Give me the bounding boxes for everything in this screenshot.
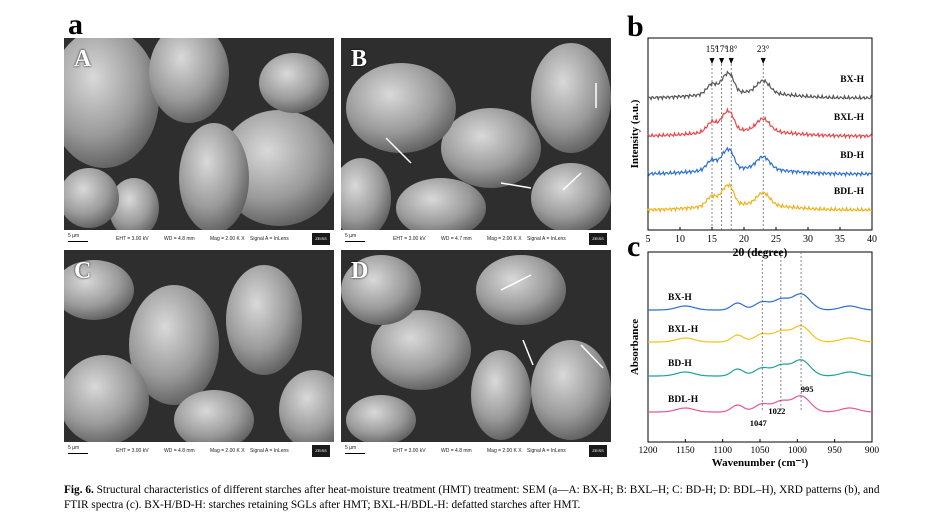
caption-text: Structural characteristics of different … [64, 484, 880, 511]
peak-label: 18° [725, 44, 738, 54]
sem-panel-b: B 5 µm EHT = 3.00 kV WD = 4.7 mm Mag = 2… [341, 38, 611, 248]
series-line [648, 359, 872, 377]
zeiss-logo: ZEISS [589, 233, 607, 245]
scale-label: 5 µm [345, 233, 357, 239]
mag-text: Mag = 2.00 K X [210, 448, 245, 454]
series-label: BD-H [668, 359, 692, 369]
series-label: BXL-H [834, 113, 865, 123]
mag-text: Mag = 2.00 K X [487, 236, 522, 242]
peak-label: 1022 [768, 406, 785, 416]
sem-panel-d: D 5 µm EHT = 3.00 kV WD = 4.8 mm Mag = 2… [341, 250, 611, 460]
x-tick-label: 900 [865, 446, 880, 456]
x-axis-label: 2θ (degree) [733, 247, 788, 259]
peak-label: 17° [715, 44, 728, 54]
x-tick-label: 20 [739, 234, 749, 245]
sem-letter-c: C [74, 258, 92, 284]
series-label: BX-H [840, 75, 864, 85]
series-line [647, 182, 873, 214]
scale-bar [345, 453, 365, 454]
zeiss-logo: ZEISS [312, 445, 330, 457]
scale-label: 5 µm [68, 233, 80, 239]
x-tick-label: 1000 [788, 446, 807, 456]
eht-text: EHT = 3.00 kV [393, 448, 426, 454]
signal-text: Signal A = InLens [250, 448, 289, 454]
figure-caption: Fig. 6. Structural characteristics of di… [64, 483, 904, 513]
x-axis-label: Wavenumber (cm⁻¹) [712, 457, 809, 469]
xrd-chart: 15°17°18° 23° BX-H BXL-H BD-H BDL-H 5 10 15 20 25 3… [629, 37, 877, 259]
mag-text: Mag = 2.00 K X [487, 448, 522, 454]
wd-text: WD = 4.8 mm [164, 448, 195, 454]
sem-image-a [64, 38, 334, 230]
x-tick-label: 25 [771, 234, 781, 245]
series-line [648, 395, 872, 413]
series-label: BX-H [668, 293, 692, 303]
panel-label-c: c [627, 230, 641, 263]
eht-text: EHT = 3.00 kV [116, 448, 149, 454]
panel-label-a: a [68, 8, 83, 41]
series-label: BD-H [840, 151, 864, 161]
x-tick-label: 15 [707, 234, 717, 245]
series-label: BXL-H [668, 325, 699, 335]
sem-info-bar-c: 5 µm EHT = 3.00 kV WD = 4.8 mm Mag = 2.0… [64, 442, 334, 460]
peak-arrow [709, 58, 715, 64]
peak-label: 1047 [750, 418, 768, 428]
panel-label-b: b [627, 10, 644, 43]
plot-frame [647, 251, 873, 443]
peak-label: 23° [757, 44, 770, 54]
signal-text: Signal A = InLens [250, 236, 289, 242]
peak-arrow [760, 58, 766, 64]
x-tick-label: 40 [867, 234, 877, 245]
sem-letter-d: D [351, 258, 369, 284]
sem-panel-a: A 5 µm EHT = 3.00 kV WD = 4.8 mm Mag = 2… [64, 38, 334, 248]
x-tick-label: 950 [828, 446, 843, 456]
figure-number: Fig. 6. [64, 484, 94, 496]
peak-label: 995 [801, 384, 814, 394]
sem-image-c [64, 250, 334, 442]
zeiss-logo: ZEISS [312, 233, 330, 245]
series-line [647, 146, 873, 178]
eht-text: EHT = 3.00 kV [116, 236, 149, 242]
y-axis-label: Absorbance [629, 319, 641, 375]
x-tick-label: 5 [646, 234, 651, 245]
x-tick-label: 1150 [676, 446, 695, 456]
sem-info-bar-d: 5 µm EHT = 3.00 kV WD = 4.8 mm Mag = 2.0… [341, 442, 611, 460]
eht-text: EHT = 3.00 kV [393, 236, 426, 242]
peak-arrow [728, 58, 734, 64]
scale-label: 5 µm [345, 445, 357, 451]
x-tick-label: 1200 [639, 446, 658, 456]
scale-bar [68, 453, 88, 454]
sem-image-d [341, 250, 611, 442]
signal-text: Signal A = InLens [527, 448, 566, 454]
sem-info-bar-b: 5 µm EHT = 3.00 kV WD = 4.7 mm Mag = 2.0… [341, 230, 611, 248]
x-tick-label: 30 [803, 234, 813, 245]
mag-text: Mag = 2.00 K X [210, 236, 245, 242]
wd-text: WD = 4.8 mm [164, 236, 195, 242]
y-axis-label: Intensity (a.u.) [629, 99, 641, 168]
scale-label: 5 µm [68, 445, 80, 451]
x-tick-label: 35 [835, 234, 845, 245]
wd-text: WD = 4.7 mm [441, 236, 472, 242]
sem-info-bar-a: 5 µm EHT = 3.00 kV WD = 4.8 mm Mag = 2.0… [64, 230, 334, 248]
sem-image-b [341, 38, 611, 230]
sem-letter-a: A [74, 46, 92, 72]
peak-arrow [719, 58, 725, 64]
sem-letter-b: B [351, 46, 368, 72]
peak-label: 15° [706, 44, 719, 54]
x-tick-label: 1100 [713, 446, 732, 456]
x-tick-label: 1050 [751, 446, 770, 456]
wd-text: WD = 4.8 mm [441, 448, 472, 454]
series-line [647, 107, 873, 140]
x-tick-label: 10 [675, 234, 685, 245]
signal-text: Signal A = InLens [527, 236, 566, 242]
series-line [647, 70, 873, 102]
sem-panel-c: C 5 µm EHT = 3.00 kV WD = 4.8 mm Mag = 2… [64, 250, 334, 460]
series-label: BDL-H [668, 395, 699, 405]
scale-bar [68, 241, 88, 242]
series-line [648, 325, 872, 343]
zeiss-logo: ZEISS [589, 445, 607, 457]
series-label: BDL-H [834, 187, 865, 197]
scale-bar [345, 241, 365, 242]
series-line [648, 293, 872, 311]
